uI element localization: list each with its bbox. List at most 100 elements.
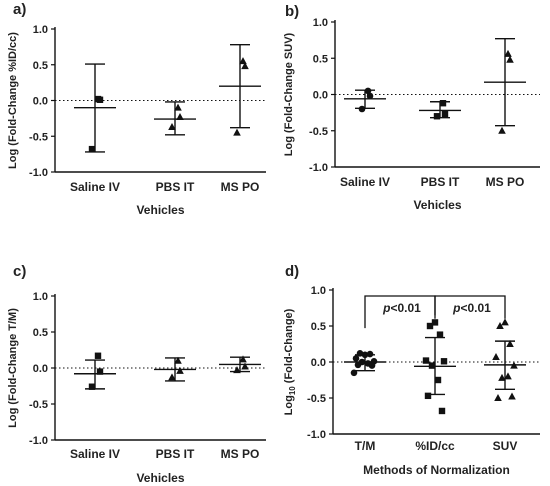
data-point: [366, 92, 374, 100]
x-tick-label: MS PO: [221, 180, 260, 194]
data-point: [366, 350, 374, 358]
x-tick-label: %ID/cc: [415, 439, 455, 453]
panel-label: c): [13, 263, 26, 280]
data-point: [496, 322, 504, 329]
data-point: [504, 372, 512, 380]
data-point: [94, 352, 102, 359]
chart-panel-c: c) -1.0 -0.5 0.0 0.5 1.0 Log (Fold-Change T/M)…: [7, 263, 266, 485]
data-point: [428, 362, 436, 369]
y-tick-label: 0.0: [33, 363, 48, 375]
y-axis-label: Log (Fold-Change T/M): [7, 308, 19, 428]
y-tick-label: 0.5: [33, 327, 48, 339]
data-point: [436, 331, 444, 338]
chart-panel-d: d) -1.0 -0.5 0.0 0.5 1.0 Log10 (Fold-Change) Me…: [283, 263, 540, 477]
y-tick-label: 1.0: [33, 24, 48, 36]
data-point: [88, 145, 96, 153]
data-point: [434, 376, 442, 384]
data-point: [440, 358, 448, 365]
group-0: T/M: [344, 350, 386, 453]
panel-label: d): [285, 263, 299, 280]
data-point: [233, 366, 241, 374]
significance-bracket: p<0.01: [434, 295, 506, 319]
data-point: [358, 105, 366, 113]
x-tick-label: T/M: [355, 439, 376, 453]
y-tick-label: -1.0: [309, 162, 328, 174]
data-point: [439, 100, 447, 107]
data-point: [494, 394, 502, 401]
data-point: [168, 373, 176, 381]
x-axis-label: Vehicles: [136, 471, 184, 485]
x-tick-label: MS PO: [486, 175, 525, 189]
y-tick-label: 0.0: [313, 90, 328, 102]
group-2: SUV: [484, 318, 526, 453]
data-point: [174, 356, 182, 364]
data-point: [88, 383, 96, 390]
y-tick-label: 0.5: [313, 53, 328, 65]
panel-label: a): [13, 1, 26, 18]
y-tick-label: 1.0: [311, 285, 326, 297]
group-1: PBS IT: [154, 101, 196, 194]
data-point: [510, 361, 518, 369]
y-tick-label: 1.0: [33, 291, 48, 303]
data-point: [352, 355, 360, 362]
data-point: [431, 319, 439, 326]
y-axis-label: Log (Fold-Change SUV): [283, 32, 295, 156]
group-0: Saline IV: [70, 352, 120, 461]
y-tick-label: 0.5: [33, 60, 48, 72]
data-point: [433, 113, 441, 120]
group-2: MS PO: [219, 44, 261, 194]
group-1: PBS IT: [154, 356, 196, 461]
data-point: [176, 112, 184, 120]
data-point: [504, 49, 512, 57]
significance-bracket: p<0.01: [364, 295, 436, 329]
data-point: [354, 361, 362, 369]
x-tick-label: PBS IT: [421, 175, 460, 189]
x-tick-label: MS PO: [221, 447, 260, 461]
y-tick-label: -1.0: [29, 435, 48, 447]
chart-panel-a: a) -1.0 -0.5 0.0 0.5 1.0 Log (Fold-Change %ID/…: [7, 1, 266, 217]
x-tick-label: SUV: [493, 439, 518, 453]
data-point: [96, 96, 104, 103]
data-point: [508, 392, 516, 400]
y-tick-label: -0.5: [307, 393, 326, 405]
data-point: [506, 55, 514, 63]
y-tick-label: -1.0: [29, 167, 48, 179]
y-tick-label: -0.5: [29, 399, 48, 411]
data-point: [498, 126, 506, 134]
data-point: [368, 362, 376, 369]
data-point: [441, 110, 449, 118]
p-value-label: p<0.01: [382, 301, 421, 315]
data-point: [174, 103, 182, 111]
group-1: %ID/cc: [414, 319, 456, 453]
x-tick-label: PBS IT: [156, 180, 195, 194]
data-point: [239, 355, 247, 363]
data-point: [168, 122, 176, 130]
data-point: [96, 368, 104, 375]
data-point: [506, 340, 514, 347]
y-tick-label: 0.0: [311, 357, 326, 369]
y-tick-label: 0.5: [311, 321, 326, 333]
panel-label: b): [285, 3, 299, 20]
y-axis-label: Log10 (Fold-Change): [283, 308, 297, 415]
data-point: [501, 318, 509, 326]
x-tick-label: PBS IT: [156, 447, 195, 461]
data-point: [350, 369, 358, 377]
data-point: [422, 357, 430, 364]
bracket-line: [434, 295, 506, 319]
data-point: [233, 128, 241, 136]
y-tick-label: 1.0: [313, 17, 328, 29]
y-tick-label: -0.5: [29, 131, 48, 143]
group-1: PBS IT: [419, 100, 461, 189]
data-point: [424, 392, 432, 400]
y-tick-label: -1.0: [307, 429, 326, 441]
data-point: [356, 350, 364, 357]
data-point: [176, 366, 184, 374]
p-value-label: p<0.01: [452, 301, 491, 315]
data-point: [241, 362, 249, 370]
x-axis-label: Vehicles: [413, 198, 461, 212]
x-axis-label: Methods of Normalization: [363, 463, 510, 477]
x-tick-label: Saline IV: [70, 180, 120, 194]
chart-panel-b: b) -1.0 -0.5 0.0 0.5 1.0 Log (Fold-Change SUV)…: [283, 3, 540, 212]
y-axis-label: Log (Fold-Change %ID/cc): [7, 32, 19, 169]
